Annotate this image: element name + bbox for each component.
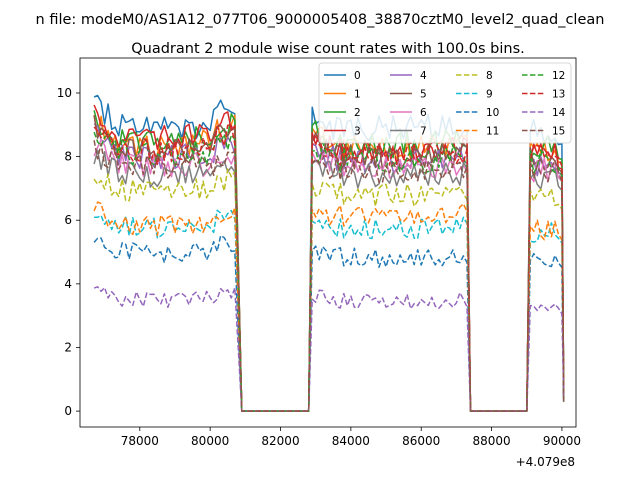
series-line-11: [93, 201, 565, 412]
legend-label-6: 6: [420, 107, 427, 119]
series-line-15: [93, 140, 565, 412]
x-tick-label: 80000: [191, 434, 229, 448]
x-tick-label: 82000: [261, 434, 299, 448]
axes-layer: 78000 80000 82000 84000 86000 88000 90000 0 2 4 6 8…: [57, 57, 581, 448]
legend-label-9: 9: [486, 89, 493, 101]
axes-frame: [79, 57, 577, 428]
legend-label-4: 4: [420, 70, 427, 82]
legend-label-8: 8: [486, 70, 493, 82]
y-tick-label: 0: [64, 404, 72, 418]
legend-label-11: 11: [486, 126, 499, 138]
x-tick-label: 90000: [543, 434, 581, 448]
series-line-3: [93, 104, 565, 412]
x-tick-label: 86000: [402, 434, 440, 448]
chart-title: Quadrant 2 module wise count rates with …: [131, 41, 525, 57]
legend-label-15: 15: [552, 126, 565, 138]
y-tick-label: 6: [64, 213, 72, 227]
legend-label-7: 7: [420, 126, 427, 138]
x-offset-label: +4.079e8: [516, 455, 575, 469]
series-line-7: [93, 149, 565, 412]
series-line-14: [93, 286, 565, 412]
y-tick-label: 10: [57, 86, 72, 100]
y-tick-label: 2: [64, 340, 72, 354]
legend-label-13: 13: [552, 89, 565, 101]
legend-label-0: 0: [354, 70, 361, 82]
x-tick-label: 88000: [472, 434, 510, 448]
legend-label-3: 3: [354, 126, 361, 138]
legend-label-10: 10: [486, 107, 499, 119]
y-tick-label: 4: [64, 277, 72, 291]
legend-label-12: 12: [552, 70, 565, 82]
series-line-9: [94, 209, 565, 412]
legend-box: [318, 62, 572, 144]
series-line-5: [93, 114, 565, 412]
y-tick-label: 8: [64, 150, 72, 164]
series-line-10: [93, 234, 565, 412]
x-tick-label: 84000: [332, 434, 370, 448]
legend-label-5: 5: [420, 89, 427, 101]
series-line-12: [93, 131, 565, 412]
legend-label-2: 2: [354, 107, 361, 119]
x-tick-label: 78000: [121, 434, 159, 448]
series-line-8: [93, 168, 565, 412]
figure-suptitle: n file: modeM0/AS1A12_077T06_9000005408_…: [36, 12, 605, 28]
plot-layer: [93, 94, 565, 412]
legend-label-14: 14: [552, 107, 566, 119]
legend-label-1: 1: [354, 89, 361, 101]
